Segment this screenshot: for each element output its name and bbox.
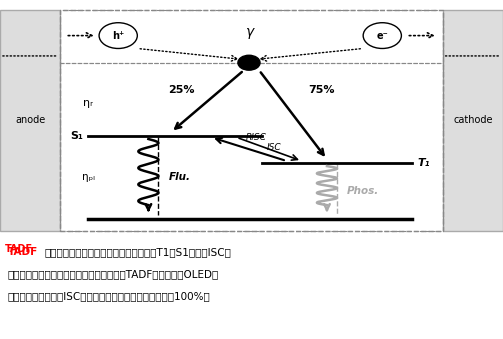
Text: 25%: 25% — [168, 85, 194, 95]
Circle shape — [99, 23, 137, 48]
Text: ηᵣ: ηᵣ — [83, 98, 93, 108]
Circle shape — [238, 55, 260, 70]
Circle shape — [363, 23, 401, 48]
Text: 过程如图中黑体箭头所示。热量能提高从T1到S1的反向ISC过: 过程如图中黑体箭头所示。热量能提高从T1到S1的反向ISC过 — [44, 247, 231, 257]
Text: cathode: cathode — [453, 115, 492, 125]
FancyBboxPatch shape — [0, 10, 60, 231]
Text: γ: γ — [246, 25, 255, 39]
Text: RISC: RISC — [246, 133, 267, 142]
Text: h⁺: h⁺ — [112, 31, 124, 41]
Text: TADF: TADF — [8, 247, 38, 257]
Text: S₁: S₁ — [70, 131, 83, 141]
Text: Phos.: Phos. — [347, 186, 379, 196]
Text: e⁻: e⁻ — [376, 31, 388, 41]
Text: 加热器件来增强反向ISC，使荧光材料的量子效率极限提至100%。: 加热器件来增强反向ISC，使荧光材料的量子效率极限提至100%。 — [8, 292, 210, 301]
Text: T₁: T₁ — [417, 158, 430, 168]
Text: 程，因此促进了延迟荧光的增强。因此，当TADF材料应用于OLED，: 程，因此促进了延迟荧光的增强。因此，当TADF材料应用于OLED， — [8, 270, 219, 279]
Text: 75%: 75% — [309, 85, 335, 95]
Text: anode: anode — [15, 115, 45, 125]
FancyBboxPatch shape — [443, 10, 503, 231]
Text: Flu.: Flu. — [169, 172, 191, 182]
Text: ηₚₗ: ηₚₗ — [81, 172, 95, 182]
Text: TADF: TADF — [5, 244, 33, 254]
Text: ISC: ISC — [267, 143, 282, 152]
